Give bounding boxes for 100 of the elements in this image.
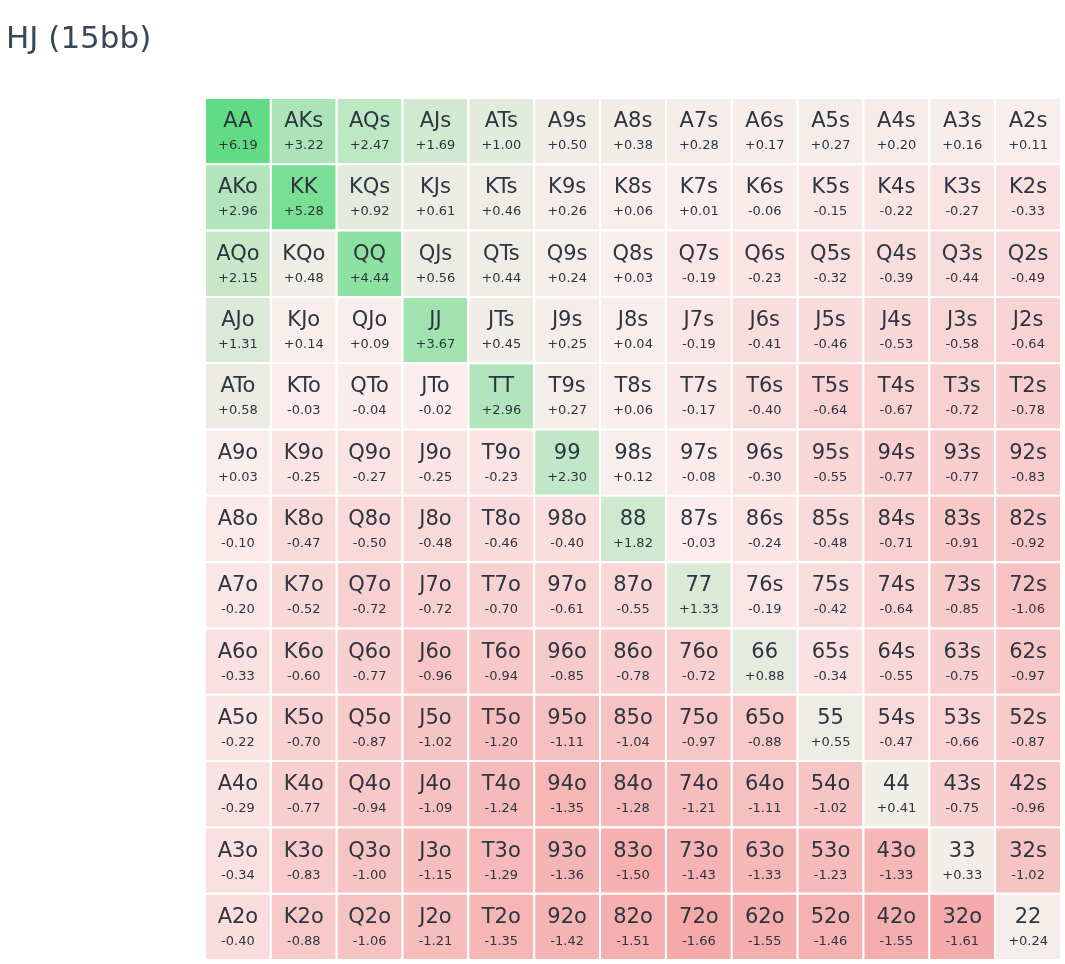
data-label: -0.27 (352, 468, 387, 484)
annotation: K2o (283, 903, 324, 928)
data-label: -0.67 (879, 402, 914, 418)
data-label: -0.03 (286, 402, 321, 418)
annotation: 65o (744, 704, 785, 729)
annotation: 73o (679, 837, 719, 862)
data-label: +0.38 (613, 137, 653, 153)
data-label: +0.92 (349, 203, 390, 219)
annotation: T2s (1008, 373, 1047, 398)
annotation: ATo (220, 373, 256, 398)
chart-title: HJ (15bb) (6, 19, 152, 55)
data-label: +0.16 (942, 137, 983, 153)
data-label: -0.47 (879, 733, 914, 749)
annotation: 42s (1009, 771, 1047, 796)
data-label: -0.88 (747, 733, 782, 749)
data-label: -1.09 (418, 800, 453, 816)
annotation: A4s (877, 108, 916, 133)
data-label: -1.66 (682, 932, 716, 948)
annotation: T8o (480, 506, 521, 530)
data-label: -0.02 (418, 402, 453, 418)
data-label: +5.28 (283, 203, 324, 219)
data-label: -0.77 (879, 468, 914, 484)
annotation: 53o (810, 837, 851, 862)
annotation: 96s (745, 439, 784, 464)
data-label: -1.35 (550, 800, 584, 816)
annotation: 43s (943, 771, 982, 796)
data-label: -0.17 (682, 402, 716, 418)
annotation: AJs (419, 108, 452, 133)
annotation: 97s (680, 439, 718, 464)
annotation: J2o (417, 903, 452, 928)
data-label: +0.25 (547, 336, 588, 352)
data-label: -0.19 (682, 269, 716, 285)
data-label: -0.19 (682, 336, 716, 352)
annotation: Q6o (348, 638, 391, 663)
annotation: 97o (547, 572, 587, 597)
annotation: 33 (948, 837, 976, 862)
data-label: -0.33 (221, 667, 255, 683)
annotation: JTs (486, 307, 515, 332)
data-label: -0.46 (813, 336, 848, 352)
data-label: -0.40 (550, 535, 584, 550)
data-label: -0.70 (286, 733, 321, 749)
data-label: -0.78 (616, 667, 650, 683)
data-label: +1.69 (415, 137, 456, 153)
annotation: 73s (943, 572, 982, 597)
annotation: Q8o (348, 506, 391, 530)
annotation: 32s (1009, 837, 1047, 862)
annotation: Q3o (348, 837, 391, 862)
annotation: J6s (747, 307, 780, 332)
data-label: +0.26 (547, 203, 588, 219)
data-label: +1.31 (218, 336, 258, 352)
annotation: J6o (417, 638, 452, 663)
data-label: +0.24 (1008, 932, 1048, 948)
annotation: QTo (350, 373, 389, 398)
annotation: J5o (417, 704, 452, 729)
data-label: -0.64 (813, 402, 848, 418)
annotation: 52s (1009, 704, 1047, 729)
annotation: Q2o (348, 903, 391, 928)
annotation: 99 (553, 439, 581, 464)
data-label: -1.61 (945, 932, 980, 948)
data-label: -0.23 (747, 269, 782, 285)
annotation: Q3s (941, 240, 983, 265)
annotation: Q6s (744, 240, 786, 265)
annotation: 55 (817, 704, 844, 729)
annotation: 87s (680, 506, 718, 530)
annotation: J4o (417, 771, 452, 796)
data-label: -0.27 (945, 203, 980, 219)
annotation: K9o (283, 439, 324, 464)
annotation: KQo (282, 240, 326, 265)
annotation: A8s (613, 108, 653, 133)
annotation: 96o (547, 638, 587, 663)
annotation: 43o (876, 837, 917, 862)
data-label: -1.46 (813, 932, 848, 948)
annotation: A4o (217, 771, 259, 796)
data-label: +0.12 (613, 468, 653, 484)
data-label: +0.17 (744, 137, 785, 153)
annotation: K9s (548, 174, 587, 199)
annotation: 74s (877, 572, 916, 597)
annotation: Q2s (1007, 240, 1049, 265)
annotation: K7s (679, 174, 718, 199)
data-label: +4.44 (349, 269, 390, 285)
annotation: K6o (283, 638, 324, 663)
data-label: +2.30 (547, 468, 588, 484)
data-label: -0.71 (879, 535, 914, 550)
data-label: -0.55 (813, 468, 848, 484)
data-label: -0.41 (747, 336, 782, 352)
data-label: -0.06 (747, 203, 782, 219)
data-label: -1.00 (352, 866, 387, 882)
annotation: 84o (613, 771, 653, 796)
data-label: -0.40 (747, 402, 782, 418)
data-label: -0.60 (286, 667, 321, 683)
annotation: 62o (744, 903, 785, 928)
annotation: T8s (613, 373, 652, 398)
annotation: Q7s (678, 240, 720, 265)
data-label: -0.97 (682, 733, 716, 749)
data-label: -0.94 (484, 667, 519, 683)
data-label: -0.24 (747, 535, 782, 550)
annotation: T5s (810, 373, 850, 398)
annotation: 63s (943, 638, 982, 663)
data-label: +0.88 (744, 667, 785, 683)
data-label: -0.04 (352, 402, 387, 418)
